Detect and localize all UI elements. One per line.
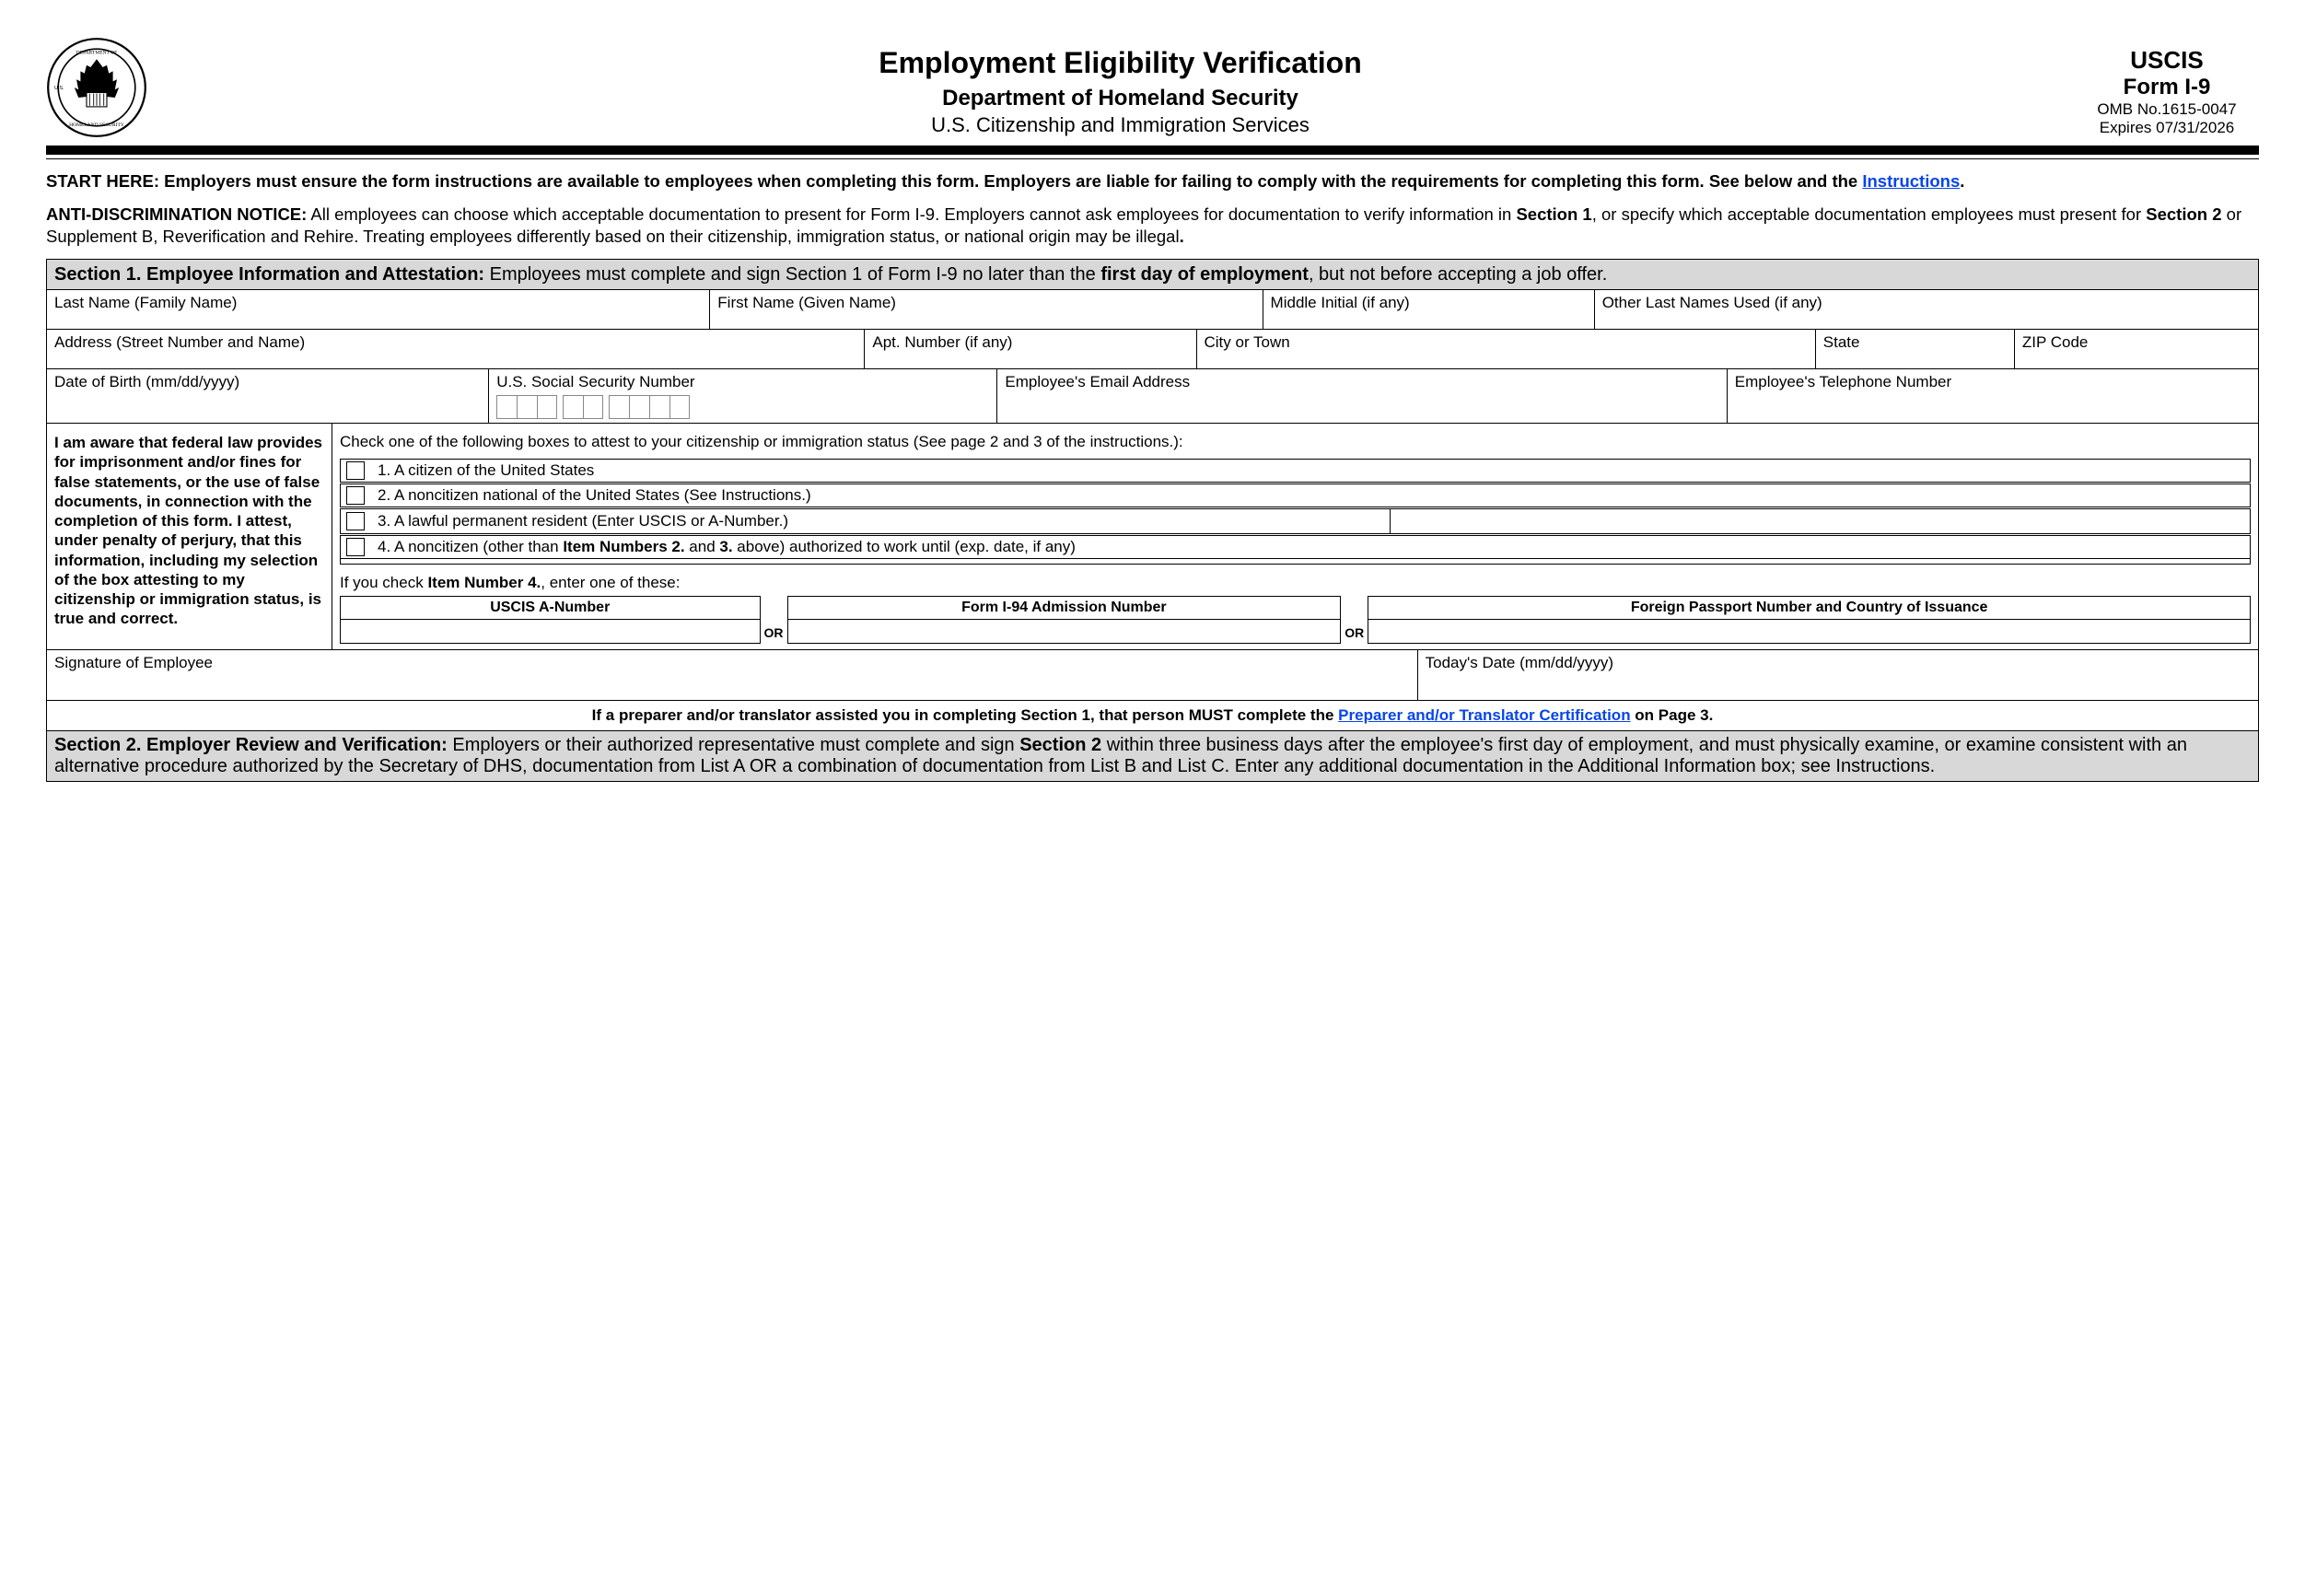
start-here-label: START HERE: bbox=[46, 171, 159, 191]
s1-text2: , but not before accepting a job offer. bbox=[1309, 264, 1607, 285]
svg-text:DEPARTMENT OF: DEPARTMENT OF bbox=[76, 51, 117, 56]
uscis-a-number-field[interactable]: USCIS A-Number bbox=[340, 596, 761, 644]
address-field[interactable]: Address (Street Number and Name) bbox=[47, 330, 865, 368]
anti-text2: , or specify which acceptable documentat… bbox=[1592, 204, 2147, 224]
form-header: DEPARTMENT OF HOMELAND SECURITY U.S. Emp… bbox=[46, 37, 2259, 155]
opt1-label: 1. A citizen of the United States bbox=[378, 461, 594, 480]
citizenship-option-3[interactable]: 3. A lawful permanent resident (Enter US… bbox=[340, 508, 2251, 534]
expiry-date: Expires 07/31/2026 bbox=[2075, 119, 2259, 137]
svg-text:HOMELAND SECURITY: HOMELAND SECURITY bbox=[69, 122, 124, 128]
dhs-seal-icon: DEPARTMENT OF HOMELAND SECURITY U.S. bbox=[46, 37, 147, 138]
passport-field[interactable]: Foreign Passport Number and Country of I… bbox=[1368, 596, 2251, 644]
item4-instruction: If you check Item Number 4., enter one o… bbox=[340, 574, 2251, 592]
i94-field[interactable]: Form I-94 Admission Number bbox=[787, 596, 1342, 644]
anti-text: All employees can choose which acceptabl… bbox=[307, 204, 1516, 224]
first-name-field[interactable]: First Name (Given Name) bbox=[710, 290, 1263, 329]
instructions-link[interactable]: Instructions bbox=[1862, 171, 1960, 191]
ssn-input-boxes[interactable] bbox=[496, 395, 989, 419]
state-field[interactable]: State bbox=[1816, 330, 2015, 368]
form-number: Form I-9 bbox=[2075, 75, 2259, 100]
opt3-label: 3. A lawful permanent resident (Enter US… bbox=[378, 512, 788, 530]
s2-title: Section 2. Employer Review and Verificat… bbox=[54, 735, 448, 755]
form-title: Employment Eligibility Verification bbox=[166, 46, 2075, 80]
header-meta: USCIS Form I-9 OMB No.1615-0047 Expires … bbox=[2075, 37, 2259, 137]
citizenship-option-4[interactable]: 4. A noncitizen (other than Item Numbers… bbox=[340, 535, 2251, 559]
opt4-date-input[interactable] bbox=[340, 559, 2251, 565]
opt2-label: 2. A noncitizen national of the United S… bbox=[378, 486, 811, 505]
or-label: OR bbox=[1341, 625, 1368, 644]
s2-bold: Section 2 bbox=[2146, 204, 2221, 224]
ssn-field[interactable]: U.S. Social Security Number bbox=[489, 369, 997, 423]
agency-name: U.S. Citizenship and Immigration Service… bbox=[166, 113, 2075, 137]
checkbox-icon[interactable] bbox=[346, 461, 365, 480]
last-name-field[interactable]: Last Name (Family Name) bbox=[47, 290, 710, 329]
dept-name: Department of Homeland Security bbox=[166, 86, 2075, 111]
s2-bold2: Section 2 bbox=[1019, 735, 1101, 755]
passport-input[interactable] bbox=[1368, 620, 2251, 644]
start-here-text: Employers must ensure the form instructi… bbox=[159, 171, 1862, 191]
start-here-notice: START HERE: Employers must ensure the fo… bbox=[46, 170, 2259, 192]
zip-field[interactable]: ZIP Code bbox=[2015, 330, 2258, 368]
s2-text1: Employers or their authorized representa… bbox=[448, 735, 1019, 755]
anti-discrimination-notice: ANTI-DISCRIMINATION NOTICE: All employee… bbox=[46, 204, 2259, 248]
preparer-link[interactable]: Preparer and/or Translator Certification bbox=[1338, 706, 1630, 724]
opt4-label: 4. A noncitizen (other than Item Numbers… bbox=[378, 538, 1076, 556]
email-field[interactable]: Employee's Email Address bbox=[997, 369, 1727, 423]
todays-date-field[interactable]: Today's Date (mm/dd/yyyy) bbox=[1418, 650, 2258, 700]
ssn-label: U.S. Social Security Number bbox=[496, 373, 694, 390]
check-intro: Check one of the following boxes to atte… bbox=[340, 433, 2251, 451]
header-titles: Employment Eligibility Verification Depa… bbox=[166, 37, 2075, 137]
s1-text1: Employees must complete and sign Section… bbox=[484, 264, 1100, 285]
s1-bold: Section 1 bbox=[1516, 204, 1591, 224]
signature-row: Signature of Employee Today's Date (mm/d… bbox=[46, 650, 2259, 701]
city-field[interactable]: City or Town bbox=[1197, 330, 1816, 368]
i94-input[interactable] bbox=[787, 620, 1342, 644]
svg-text:U.S.: U.S. bbox=[54, 86, 64, 91]
uscis-label: USCIS bbox=[2075, 46, 2259, 75]
divider bbox=[46, 158, 2259, 159]
uscis-a-input[interactable] bbox=[340, 620, 761, 644]
phone-field[interactable]: Employee's Telephone Number bbox=[1728, 369, 2258, 423]
name-row: Last Name (Family Name) First Name (Give… bbox=[46, 290, 2259, 330]
or-label: OR bbox=[761, 625, 787, 644]
dob-field[interactable]: Date of Birth (mm/dd/yyyy) bbox=[47, 369, 489, 423]
final-period: . bbox=[1180, 227, 1184, 246]
citizenship-options: Check one of the following boxes to atte… bbox=[332, 424, 2258, 649]
item4-inputs: USCIS A-Number OR Form I-94 Admission Nu… bbox=[340, 596, 2251, 644]
attestation-row: I am aware that federal law provides for… bbox=[46, 424, 2259, 650]
s1-bold2: first day of employment bbox=[1100, 264, 1309, 285]
attestation-statement: I am aware that federal law provides for… bbox=[47, 424, 332, 649]
signature-field[interactable]: Signature of Employee bbox=[47, 650, 1418, 700]
citizenship-option-2[interactable]: 2. A noncitizen national of the United S… bbox=[340, 483, 2251, 507]
anti-label: ANTI-DISCRIMINATION NOTICE: bbox=[46, 204, 307, 224]
dob-row: Date of Birth (mm/dd/yyyy) U.S. Social S… bbox=[46, 369, 2259, 424]
section2-header: Section 2. Employer Review and Verificat… bbox=[46, 731, 2259, 782]
period: . bbox=[1960, 171, 1964, 191]
passport-label: Foreign Passport Number and Country of I… bbox=[1368, 596, 2251, 620]
uscis-a-label: USCIS A-Number bbox=[340, 596, 761, 620]
address-row: Address (Street Number and Name) Apt. Nu… bbox=[46, 330, 2259, 369]
opt3-input[interactable] bbox=[1391, 508, 2251, 534]
checkbox-icon[interactable] bbox=[346, 486, 365, 505]
other-names-field[interactable]: Other Last Names Used (if any) bbox=[1595, 290, 2258, 329]
checkbox-icon[interactable] bbox=[346, 538, 365, 556]
checkbox-icon[interactable] bbox=[346, 512, 365, 530]
i94-label: Form I-94 Admission Number bbox=[787, 596, 1342, 620]
section1-header: Section 1. Employee Information and Atte… bbox=[46, 259, 2259, 290]
citizenship-option-1[interactable]: 1. A citizen of the United States bbox=[340, 459, 2251, 483]
middle-initial-field[interactable]: Middle Initial (if any) bbox=[1263, 290, 1595, 329]
s1-title: Section 1. Employee Information and Atte… bbox=[54, 264, 484, 285]
preparer-notice: If a preparer and/or translator assisted… bbox=[46, 701, 2259, 731]
omb-number: OMB No.1615-0047 bbox=[2075, 100, 2259, 119]
apt-field[interactable]: Apt. Number (if any) bbox=[865, 330, 1196, 368]
